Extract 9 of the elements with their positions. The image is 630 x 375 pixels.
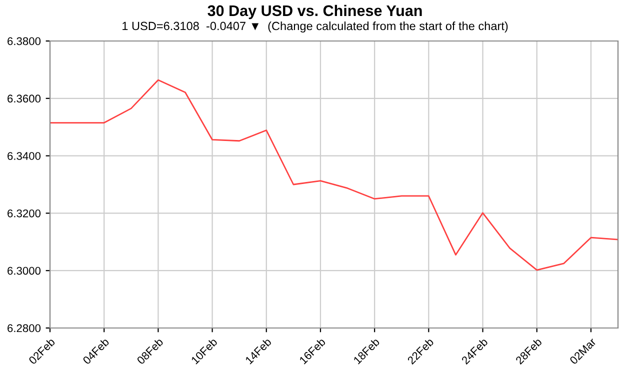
y-tick-label: 6.3800 [8, 37, 41, 46]
y-tick-label: 6.3400 [8, 152, 41, 160]
y-tick-label: 6.3600 [8, 94, 41, 103]
chart-subtitle: 1 USD=6.3108 -0.0407 ▼ (Change calculated from the start of the chart) [122, 22, 508, 32]
y-tick-label: 6.3000 [8, 266, 41, 275]
line-series [50, 79, 618, 271]
chart-title: 30 Day USD vs. Chinese Yuan [208, 4, 422, 20]
y-tick-label: 6.3200 [8, 209, 41, 218]
y-tick-label: 6.2800 [8, 324, 41, 332]
